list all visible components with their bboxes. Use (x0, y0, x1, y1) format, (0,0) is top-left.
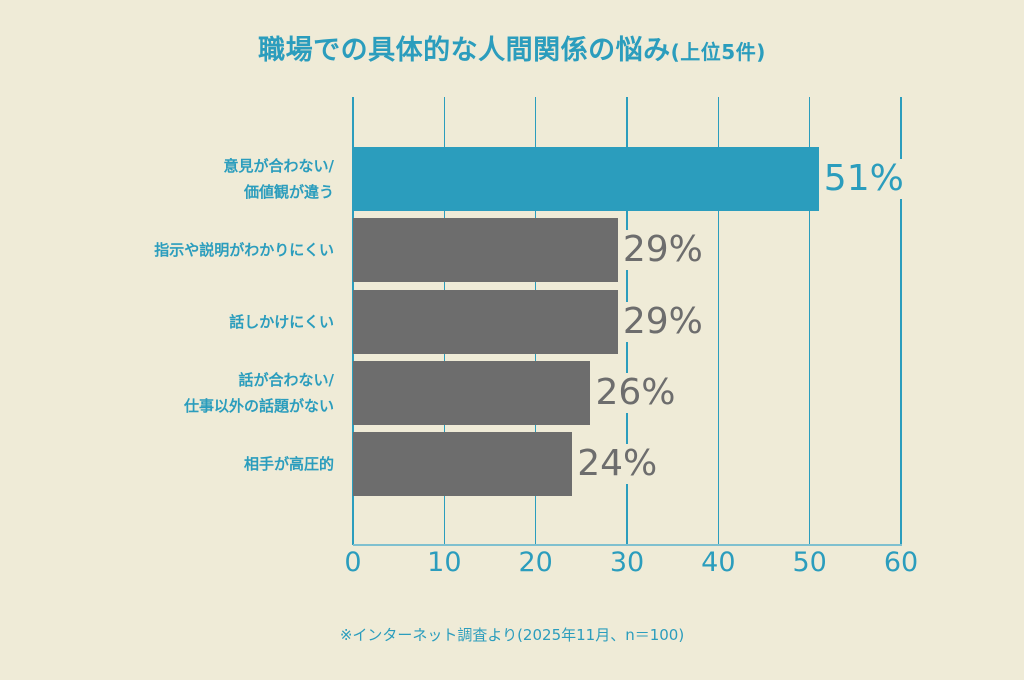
bar (353, 147, 819, 211)
bar (353, 432, 573, 497)
chart-title: 職場での具体的な人間関係の悩み(上位5件) (0, 28, 1024, 67)
x-tick-label: 10 (427, 547, 462, 578)
chart-title-main: 職場での具体的な人間関係の悩み (258, 35, 671, 66)
category-label: 相手が高圧的 (243, 455, 334, 474)
value-label: 29% (619, 230, 706, 271)
bar (353, 360, 591, 425)
value-label: 24% (574, 444, 661, 485)
x-tick-label: 60 (883, 547, 919, 578)
bar (353, 289, 618, 354)
gridline (900, 97, 902, 545)
x-tick-label: 40 (701, 547, 736, 578)
gridline (717, 97, 720, 545)
source-footnote: ※インターネット調査より(2025年11月、n＝100) (339, 626, 685, 644)
category-label: 意見が合わない/ 価値観が違う (223, 157, 334, 201)
category-label: 指示や説明がわかりにくい (154, 241, 334, 260)
category-label: 話しかけにくい (229, 312, 334, 331)
value-label: 26% (592, 372, 679, 413)
chart-title-sub: (上位5件) (670, 40, 766, 64)
category-label: 話が合わない/ 仕事以外の話題がない (183, 370, 334, 415)
value-label: 29% (619, 301, 706, 342)
x-tick-label: 0 (344, 547, 362, 578)
x-tick-label: 20 (518, 547, 553, 578)
x-axis (353, 544, 902, 546)
bar (353, 218, 618, 283)
gridline (808, 97, 811, 545)
x-tick-label: 50 (792, 547, 827, 578)
value-label: 51% (820, 159, 907, 199)
x-tick-label: 30 (609, 547, 645, 578)
